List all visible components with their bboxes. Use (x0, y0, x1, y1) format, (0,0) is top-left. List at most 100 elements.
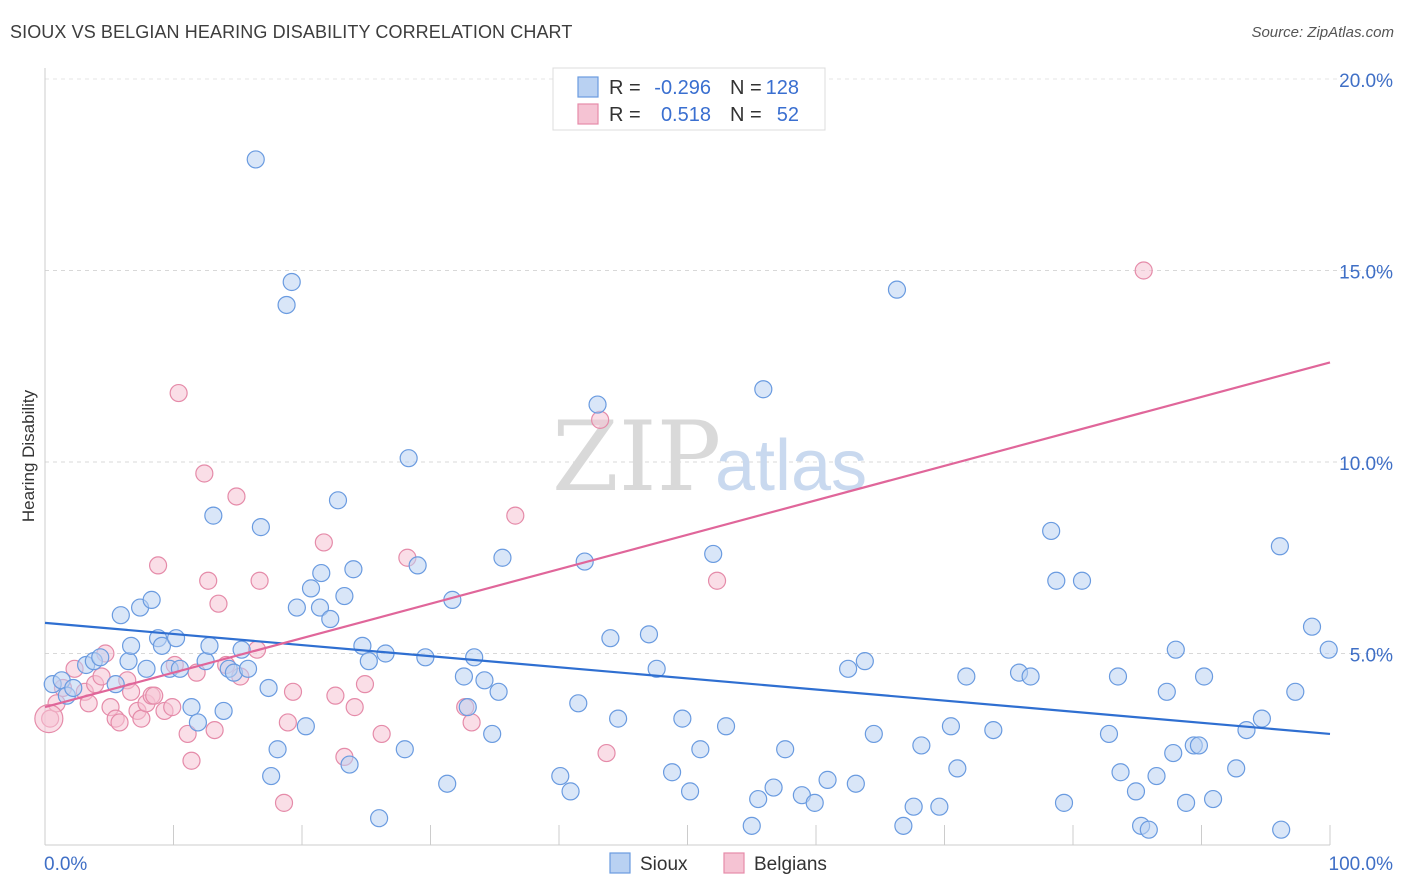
belgians-point (345, 698, 364, 717)
sioux-point (475, 671, 494, 690)
watermark-atlas: atlas (715, 426, 867, 506)
belgians-point (597, 743, 616, 763)
sioux-point (912, 736, 931, 755)
sioux-trend-line (44, 621, 1331, 736)
sioux-point (1203, 789, 1223, 809)
sioux-point (483, 724, 502, 744)
sioux-point (1252, 709, 1271, 728)
grid-lines (45, 78, 1392, 654)
sioux-point (251, 518, 270, 537)
sioux-point (846, 774, 865, 793)
sioux-point (839, 659, 858, 678)
sioux-point (489, 682, 508, 701)
sioux-point (340, 755, 359, 774)
sioux-point (204, 506, 223, 525)
sioux-point (1227, 759, 1246, 778)
sioux-point (818, 770, 837, 789)
y-tick-label: 10.0% (1339, 454, 1393, 475)
y-axis-title: Hearing Disability (19, 389, 38, 522)
sioux-point (119, 652, 138, 671)
sioux-point (335, 586, 354, 606)
belgians-point (169, 383, 188, 403)
legend-sioux-n-value: 128 (766, 77, 799, 99)
sioux-point (1126, 782, 1146, 801)
sioux-point (1157, 682, 1176, 701)
sioux-point (855, 652, 874, 671)
sioux-point (1021, 667, 1040, 686)
sioux-point (166, 629, 186, 648)
bottom-legend-sioux-swatch (609, 852, 631, 874)
sioux-point (142, 590, 161, 609)
sioux-point (894, 816, 913, 835)
sioux-point (673, 709, 692, 728)
sioux-point (246, 150, 265, 169)
tick-labels: 5.0% 10.0% 15.0% 20.0% 0.0% 100.0% (44, 71, 1393, 875)
bottom-legend-belgians-swatch (723, 852, 745, 874)
y-tick-label: 5.0% (1350, 646, 1393, 667)
legend-belgians-r-label: R = (609, 104, 641, 126)
sioux-point (716, 717, 736, 736)
belgians-trend-line (44, 361, 1331, 709)
belgians-point (110, 713, 129, 732)
sioux-point (438, 774, 457, 793)
sioux-point (200, 636, 219, 655)
belgians-point (278, 713, 297, 732)
belgians-point (372, 724, 391, 744)
sioux-point (301, 579, 321, 598)
belgians-point (199, 571, 218, 590)
sioux-point (465, 648, 484, 667)
sioux-point (1319, 640, 1338, 659)
sioux-point (196, 652, 215, 671)
x-tick-label-max: 100.0% (1329, 854, 1394, 875)
sioux-point (569, 694, 588, 713)
sioux-point (805, 793, 824, 812)
belgians-point (506, 506, 525, 525)
bottom-legend-sioux-label: Sioux (640, 854, 688, 875)
legend-belgians-swatch (577, 103, 599, 125)
series-legend: Sioux Belgians (609, 852, 827, 875)
sioux-point (121, 636, 141, 655)
sioux-point (1054, 793, 1074, 812)
sioux-point (1286, 682, 1305, 701)
sioux-point (182, 698, 201, 717)
sioux-point (609, 709, 628, 728)
belgians-point (145, 686, 164, 705)
belgians-point (92, 667, 111, 686)
sioux-point (137, 659, 156, 678)
belgians-point (591, 410, 610, 429)
belgians-point (148, 556, 168, 575)
sioux-point (1108, 667, 1128, 686)
belgians-points (34, 261, 1153, 812)
sioux-point (776, 740, 795, 759)
belgians-point-cluster (34, 704, 64, 734)
sioux-point (395, 740, 414, 759)
belgians-point (227, 487, 246, 506)
sioux-point (1047, 571, 1066, 590)
sioux-point (312, 563, 331, 583)
sioux-point (262, 766, 281, 786)
sioux-point (1147, 766, 1166, 786)
sioux-point (214, 701, 233, 721)
x-tick-label-min: 0.0% (44, 854, 87, 875)
y-tick-label: 15.0% (1339, 263, 1393, 284)
watermark-zip: ZIP (552, 401, 721, 513)
sioux-point (1164, 743, 1183, 763)
sioux-point (111, 606, 130, 625)
sioux-point (864, 724, 883, 744)
sioux-point (64, 678, 83, 698)
sioux-point (238, 659, 258, 678)
sioux-point (408, 556, 427, 575)
sioux-point (310, 598, 330, 617)
sioux-point (344, 560, 363, 579)
sioux-point (749, 789, 768, 809)
legend-belgians-n-value: 52 (777, 104, 799, 126)
sioux-point (91, 648, 110, 667)
sioux-point (639, 625, 659, 644)
chart-title: SIOUX VS BELGIAN HEARING DISABILITY CORR… (10, 22, 573, 42)
belgians-point (326, 686, 345, 705)
sioux-point (948, 759, 967, 778)
trend-lines (44, 361, 1331, 736)
sioux-point (1072, 571, 1092, 590)
sioux-point (152, 636, 172, 655)
